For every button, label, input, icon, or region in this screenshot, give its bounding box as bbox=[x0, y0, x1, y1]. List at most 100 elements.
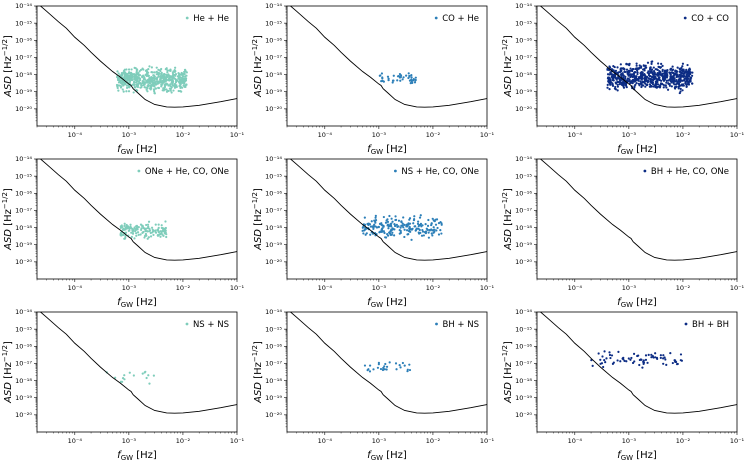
y-tick-label: 10⁻²⁰ bbox=[515, 258, 532, 266]
data-point bbox=[645, 79, 648, 83]
data-point bbox=[121, 88, 124, 91]
data-point bbox=[664, 84, 667, 87]
data-point bbox=[156, 229, 160, 232]
sensitivity-curve bbox=[39, 6, 237, 108]
data-point bbox=[648, 83, 652, 86]
x-axis-label: fGW [Hz] bbox=[117, 450, 157, 462]
data-point bbox=[147, 374, 150, 377]
data-point bbox=[374, 214, 377, 217]
data-point bbox=[665, 86, 668, 89]
y-tick-label: 10⁻¹⁶ bbox=[265, 36, 282, 44]
data-point bbox=[149, 235, 153, 238]
data-point bbox=[149, 82, 152, 85]
data-point bbox=[406, 370, 409, 373]
data-point bbox=[163, 83, 166, 86]
data-point bbox=[663, 74, 666, 77]
data-point bbox=[162, 234, 165, 237]
data-point bbox=[155, 66, 158, 69]
y-tick-label: 10⁻²⁰ bbox=[265, 258, 282, 266]
data-point bbox=[396, 79, 399, 82]
data-point bbox=[689, 78, 692, 81]
data-point bbox=[383, 231, 386, 235]
data-point bbox=[380, 222, 383, 225]
data-point bbox=[660, 62, 663, 65]
x-tick-label: 10⁻¹ bbox=[480, 131, 495, 139]
data-point bbox=[366, 369, 369, 372]
data-point bbox=[154, 87, 157, 90]
data-point bbox=[152, 374, 155, 377]
data-point bbox=[639, 80, 642, 83]
data-point bbox=[381, 227, 384, 230]
data-point bbox=[383, 365, 386, 368]
x-axis-label: fGW [Hz] bbox=[617, 297, 657, 309]
data-point bbox=[591, 364, 594, 367]
data-point bbox=[123, 222, 126, 225]
data-point bbox=[619, 70, 623, 73]
panel-8: 10⁻¹⁴ 10⁻¹⁵ 10⁻¹⁶ 10⁻¹⁷ 10⁻¹⁸ 10⁻¹⁹ 10⁻²⁰ 10⁻⁴ 1… bbox=[251, 308, 495, 462]
x-tick-label: 10⁻³ bbox=[122, 284, 137, 292]
data-point bbox=[681, 79, 684, 82]
data-point bbox=[125, 79, 128, 82]
data-point bbox=[141, 67, 144, 70]
data-point bbox=[182, 72, 185, 75]
data-point bbox=[631, 361, 635, 365]
data-point bbox=[431, 217, 434, 220]
data-point bbox=[656, 83, 660, 86]
data-point bbox=[691, 82, 694, 85]
data-point bbox=[146, 87, 149, 90]
data-point bbox=[426, 224, 430, 227]
data-point bbox=[599, 358, 602, 361]
data-point bbox=[185, 71, 188, 74]
data-point bbox=[661, 72, 664, 75]
legend-marker bbox=[185, 16, 189, 20]
data-point bbox=[439, 229, 442, 232]
data-point bbox=[640, 77, 643, 80]
data-point bbox=[148, 382, 151, 385]
data-point bbox=[658, 65, 661, 69]
data-point bbox=[640, 358, 643, 361]
data-point bbox=[394, 218, 398, 221]
data-point bbox=[381, 368, 385, 372]
y-tick-label: 10⁻¹⁶ bbox=[515, 36, 532, 44]
legend-label: BH + He, CO, ONe bbox=[651, 167, 729, 177]
data-point bbox=[682, 74, 686, 77]
y-tick-label: 10⁻¹⁷ bbox=[15, 360, 32, 368]
data-point bbox=[652, 73, 655, 77]
data-point bbox=[685, 73, 688, 76]
data-point bbox=[156, 80, 159, 83]
data-point bbox=[120, 72, 123, 75]
data-point bbox=[646, 361, 649, 364]
data-point bbox=[154, 223, 157, 226]
data-point bbox=[412, 222, 415, 225]
data-point bbox=[167, 73, 170, 76]
scatter-series bbox=[378, 72, 417, 85]
data-point bbox=[141, 372, 144, 375]
data-point bbox=[162, 87, 165, 90]
data-point bbox=[649, 80, 653, 83]
y-tick-label: 10⁻¹⁴ bbox=[265, 155, 282, 163]
data-point bbox=[672, 78, 675, 81]
x-tick-label: 10⁻³ bbox=[372, 284, 387, 292]
data-point bbox=[138, 74, 142, 77]
data-point bbox=[681, 62, 685, 65]
data-point bbox=[653, 84, 657, 87]
data-point bbox=[182, 84, 185, 87]
data-point bbox=[127, 90, 131, 93]
data-point bbox=[398, 364, 401, 367]
data-point bbox=[120, 224, 123, 227]
x-tick-label: 10⁻² bbox=[426, 131, 441, 139]
data-point bbox=[391, 220, 394, 223]
data-point bbox=[638, 76, 641, 79]
data-point bbox=[382, 224, 385, 228]
data-point bbox=[671, 68, 675, 71]
data-point bbox=[401, 361, 404, 365]
data-point bbox=[434, 223, 438, 226]
data-point bbox=[396, 75, 400, 78]
x-axis-label: fGW [Hz] bbox=[617, 144, 657, 156]
data-point bbox=[173, 73, 176, 76]
data-point bbox=[171, 71, 174, 75]
y-tick-label: 10⁻¹⁴ bbox=[515, 2, 532, 10]
data-point bbox=[623, 68, 626, 71]
data-point bbox=[619, 360, 622, 363]
